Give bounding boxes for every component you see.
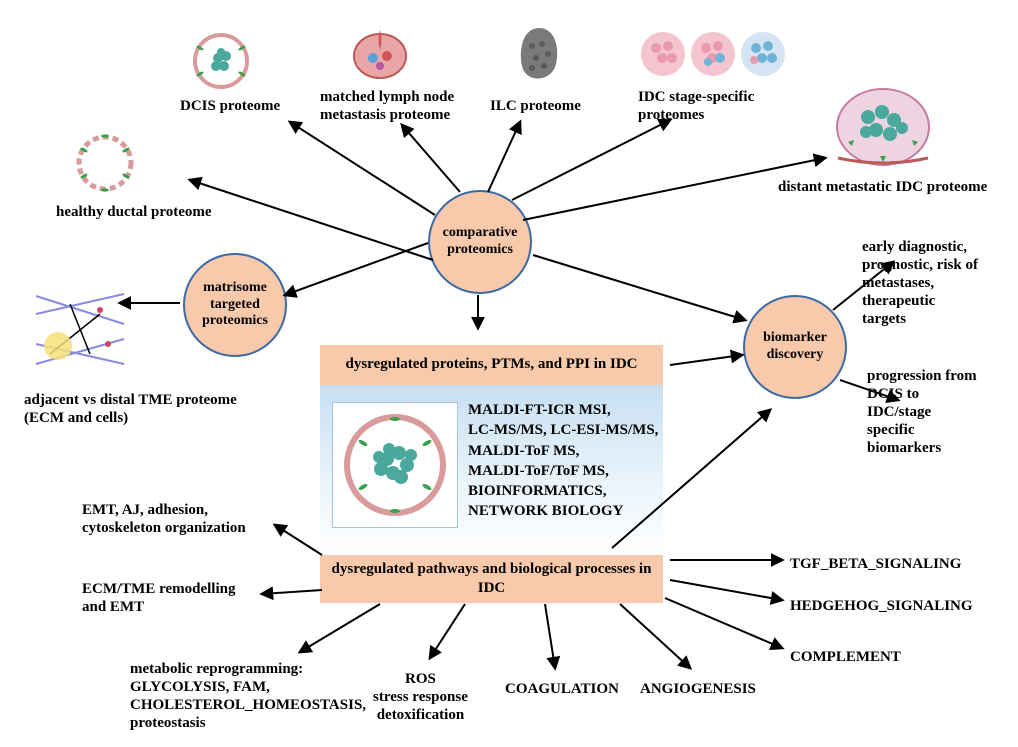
illus-healthy — [70, 128, 140, 198]
label-ilc: ILC proteome — [490, 97, 581, 115]
label-emt: EMT, AJ, adhesion, cytoskeleton organiza… — [82, 501, 246, 537]
label-progression: progression from DCIS to IDC/stage speci… — [867, 367, 977, 457]
label-healthy: healthy ductal proteome — [56, 203, 212, 221]
comparative-label: comparative proteomics — [430, 225, 530, 259]
label-angio: ANGIOGENESIS — [640, 680, 756, 698]
top-box-dysregulated-proteins: dysregulated proteins, PTMs, and PPI in … — [320, 345, 663, 385]
illus-lymph — [345, 20, 415, 86]
illus-distant — [828, 72, 938, 172]
bottom-box-dysregulated-pathways: dysregulated pathways and biological pro… — [320, 555, 663, 603]
label-tme: adjacent vs distal TME proteome (ECM and… — [24, 391, 237, 427]
label-lymph: matched lymph node metastasis proteome — [320, 88, 454, 124]
label-coag: COAGULATION — [505, 680, 619, 698]
label-early: early diagnostic, prognostic, risk of me… — [862, 238, 978, 328]
bottom-box-text: dysregulated pathways and biological pro… — [320, 560, 663, 599]
biomarker-discovery-node: biomarker discovery — [743, 295, 847, 399]
label-ecm: ECM/TME remodelling and EMT — [82, 580, 235, 616]
techniques-list: MALDI-FT-ICR MSI, LC-MS/MS, LC-ESI-MS/MS… — [468, 400, 658, 522]
matrisome-label: matrisome targeted proteomics — [185, 280, 285, 330]
illus-ilc — [510, 24, 568, 90]
label-stage: IDC stage-specific proteomes — [638, 88, 754, 124]
biomarker-label: biomarker discovery — [745, 330, 845, 364]
illus-stage — [638, 28, 788, 80]
label-tgf: TGF_BETA_SIGNALING — [790, 555, 961, 573]
comparative-proteomics-node: comparative proteomics — [428, 190, 532, 294]
top-box-text: dysregulated proteins, PTMs, and PPI in … — [346, 355, 638, 375]
label-complement: COMPLEMENT — [790, 648, 901, 666]
label-dcis: DCIS proteome — [180, 97, 280, 115]
label-metabolic: metabolic reprogramming: GLYCOLYSIS, FAM… — [130, 660, 366, 732]
illus-dcis — [188, 28, 254, 94]
label-hedgehog: HEDGEHOG_SIGNALING — [790, 597, 973, 615]
label-ros: ROS stress response detoxification — [373, 670, 468, 724]
label-distant: distant metastatic IDC proteome — [778, 178, 987, 196]
illus-tme — [30, 284, 130, 384]
matrisome-proteomics-node: matrisome targeted proteomics — [183, 253, 287, 357]
center-cell-illustration — [332, 402, 458, 528]
